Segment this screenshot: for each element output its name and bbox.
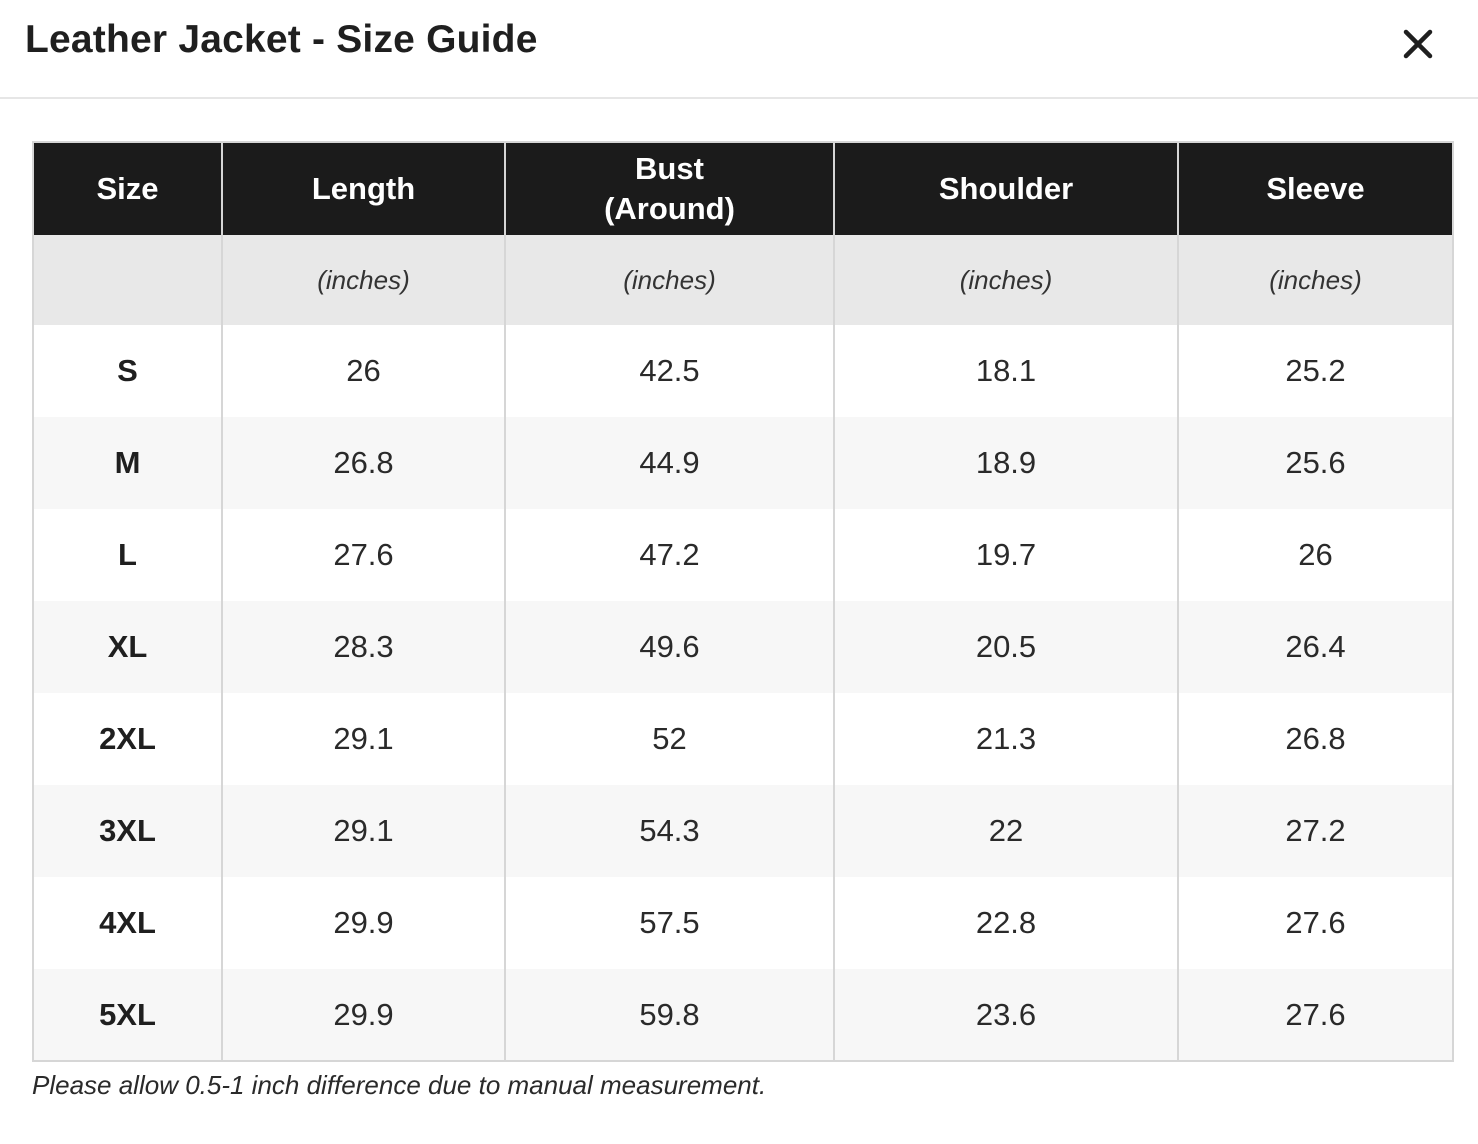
column-header: Length <box>221 142 505 235</box>
table-row: L 27.6 47.2 19.7 26 <box>33 509 1453 601</box>
table-row: 5XL 29.9 59.8 23.6 27.6 <box>33 969 1453 1061</box>
table-row: 4XL 29.9 57.5 22.8 27.6 <box>33 877 1453 969</box>
size-cell: XL <box>33 601 222 693</box>
column-header-label: Shoulder <box>938 171 1074 206</box>
measurement-cell: 59.8 <box>504 969 834 1061</box>
table-body: S 26 42.5 18.1 25.2 M 26.8 44.9 18.9 25.6 L 27.6 47.… <box>33 325 1453 1061</box>
size-cell: S <box>33 325 222 417</box>
unit-cell: (inches) <box>833 235 1178 325</box>
measurement-cell: 26.8 <box>1177 693 1453 785</box>
size-cell: 4XL <box>33 877 222 969</box>
measurement-cell: 26.8 <box>221 417 505 509</box>
measurement-cell: 28.3 <box>221 601 505 693</box>
modal-title: Leather Jacket - Size Guide <box>25 18 538 61</box>
measurement-cell: 18.1 <box>833 325 1178 417</box>
table-row: M 26.8 44.9 18.9 25.6 <box>33 417 1453 509</box>
measurement-cell: 29.9 <box>221 969 505 1061</box>
column-header: Size <box>33 142 222 235</box>
measurement-note: Please allow 0.5-1 inch difference due t… <box>32 1070 767 1100</box>
table-header-row: Size Length Bust (Around) Shoulder Sleeve <box>33 142 1453 235</box>
size-cell: 5XL <box>33 969 222 1061</box>
measurement-cell: 25.2 <box>1177 325 1453 417</box>
size-cell: M <box>33 417 222 509</box>
measurement-cell: 22 <box>833 785 1178 877</box>
column-header: Bust (Around) <box>504 142 834 235</box>
measurement-cell: 29.9 <box>221 877 505 969</box>
column-header-label: Bust <box>635 151 704 186</box>
measurement-cell: 29.1 <box>221 693 505 785</box>
close-icon <box>1403 29 1433 59</box>
measurement-cell: 19.7 <box>833 509 1178 601</box>
measurement-cell: 29.1 <box>221 785 505 877</box>
measurement-cell: 18.9 <box>833 417 1178 509</box>
measurement-cell: 26 <box>1177 509 1453 601</box>
measurement-cell: 26.4 <box>1177 601 1453 693</box>
unit-cell: (inches) <box>221 235 505 325</box>
measurement-cell: 57.5 <box>504 877 834 969</box>
measurement-cell: 27.6 <box>1177 969 1453 1061</box>
measurement-cell: 27.6 <box>221 509 505 601</box>
unit-cell <box>33 235 222 325</box>
table-row: 2XL 29.1 52 21.3 26.8 <box>33 693 1453 785</box>
measurement-cell: 42.5 <box>504 325 834 417</box>
modal-header: Leather Jacket - Size Guide <box>0 0 1478 99</box>
table-row: S 26 42.5 18.1 25.2 <box>33 325 1453 417</box>
table-row: 3XL 29.1 54.3 22 27.2 <box>33 785 1453 877</box>
measurement-cell: 49.6 <box>504 601 834 693</box>
measurement-cell: 22.8 <box>833 877 1178 969</box>
close-button[interactable] <box>1396 22 1440 66</box>
measurement-cell: 23.6 <box>833 969 1178 1061</box>
unit-cell: (inches) <box>504 235 834 325</box>
measurement-cell: 52 <box>504 693 834 785</box>
column-header-label: Length <box>311 171 416 206</box>
measurement-cell: 21.3 <box>833 693 1178 785</box>
measurement-cell: 47.2 <box>504 509 834 601</box>
column-header: Sleeve <box>1177 142 1453 235</box>
unit-cell: (inches) <box>1177 235 1453 325</box>
measurement-cell: 27.2 <box>1177 785 1453 877</box>
measurement-cell: 27.6 <box>1177 877 1453 969</box>
size-table-container: Size Length Bust (Around) Shoulder Sleeve… <box>32 141 1454 1062</box>
measurement-cell: 26 <box>221 325 505 417</box>
measurement-cell: 54.3 <box>504 785 834 877</box>
measurement-cell: 25.6 <box>1177 417 1453 509</box>
units-row: (inches) (inches) (inches) (inches) <box>33 235 1453 325</box>
size-cell: 2XL <box>33 693 222 785</box>
table-row: XL 28.3 49.6 20.5 26.4 <box>33 601 1453 693</box>
column-header-sublabel: (Around) <box>604 191 735 226</box>
measurement-cell: 20.5 <box>833 601 1178 693</box>
size-table: Size Length Bust (Around) Shoulder Sleeve… <box>32 141 1454 1062</box>
size-cell: L <box>33 509 222 601</box>
column-header: Shoulder <box>833 142 1178 235</box>
column-header-label: Size <box>96 171 159 206</box>
measurement-cell: 44.9 <box>504 417 834 509</box>
column-header-label: Sleeve <box>1266 171 1365 206</box>
size-cell: 3XL <box>33 785 222 877</box>
